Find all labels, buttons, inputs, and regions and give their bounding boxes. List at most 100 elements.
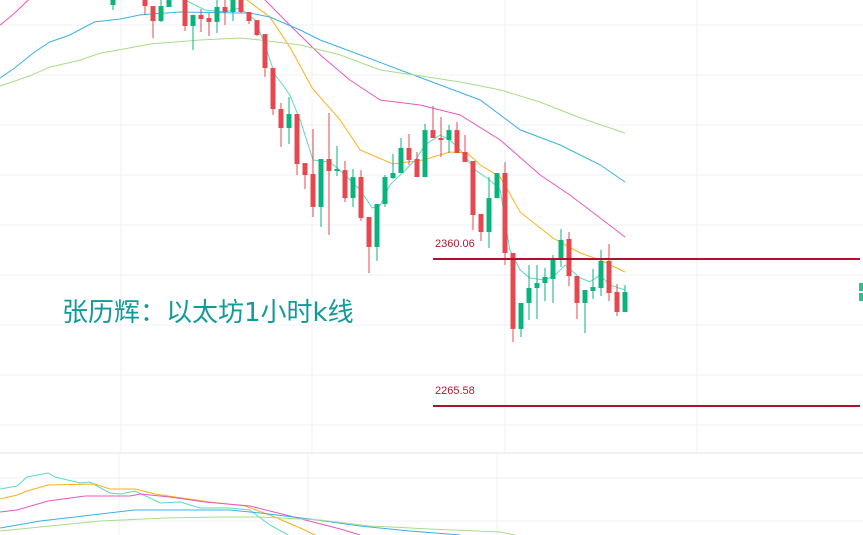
candle-up [518, 302, 524, 338]
candle-body [510, 252, 516, 329]
candle-body [558, 239, 564, 260]
candle-down [294, 114, 300, 176]
candle-down [510, 252, 516, 342]
candle-body [326, 159, 332, 171]
candle-up [398, 138, 404, 174]
candle-up [534, 264, 540, 319]
candle-down [502, 161, 508, 265]
candle-body [358, 177, 364, 218]
candle-down [238, 0, 244, 14]
candle-up [526, 264, 532, 321]
candle-body [278, 109, 284, 129]
candle-down [278, 103, 284, 148]
candle-down [478, 213, 484, 242]
candle-body [374, 203, 380, 247]
candle-body [454, 130, 460, 153]
candle-body [550, 257, 556, 279]
candle-body [422, 130, 428, 178]
indicator-panel [0, 472, 516, 535]
candle-body [478, 213, 484, 232]
candle-up [558, 229, 564, 267]
candle-down [222, 0, 228, 26]
candle-body [430, 130, 436, 139]
price-levels: 2360.06 2265.58 [433, 238, 860, 407]
candle-body [582, 290, 588, 303]
candle-body [414, 159, 420, 178]
candle-body [486, 198, 492, 232]
candle-up [598, 250, 604, 296]
candle-down [198, 9, 204, 33]
support-label: 2265.58 [435, 385, 475, 397]
candle-body [438, 138, 444, 141]
indicator-line5 [0, 516, 516, 535]
candle-down [470, 161, 476, 230]
chart-title: 张历辉：以太坊1小时k线 [62, 298, 354, 328]
candle-body [614, 292, 620, 312]
candle-body [590, 287, 596, 291]
candle-down [574, 276, 580, 319]
candle-body [446, 130, 452, 141]
ma-line-ma20 [0, 0, 626, 238]
candle-down [438, 117, 444, 157]
candle-body [246, 11, 252, 22]
candle-body [158, 6, 164, 22]
candle-down [358, 170, 364, 221]
candle-body [566, 238, 572, 277]
candle-body [526, 288, 532, 303]
candle-up [214, 0, 220, 33]
candle-down [254, 20, 260, 36]
candle-body [534, 283, 540, 289]
ma-line-ma60 [0, 37, 626, 134]
candle-up [486, 177, 492, 249]
candle-up [286, 96, 292, 145]
candle-up [542, 267, 548, 302]
candle-down [406, 133, 412, 165]
candle-body [190, 14, 196, 26]
candle-body [398, 147, 404, 174]
candle-body [230, 0, 236, 12]
indicator-line3 [0, 493, 361, 535]
candle-body [150, 6, 156, 22]
candle-down [326, 112, 332, 235]
resistance-label: 2360.06 [435, 238, 475, 250]
candle-down [462, 135, 468, 162]
candle-up [374, 203, 380, 261]
candle-up [158, 0, 164, 22]
candle-up [622, 285, 628, 312]
ma-line-ma10 [246, 0, 626, 273]
candle-body [214, 7, 220, 22]
candle-body [342, 170, 348, 199]
ma-line-ma30 [0, 11, 626, 183]
candle-body [606, 260, 612, 293]
candle-body [254, 20, 260, 36]
candle-body [350, 177, 356, 199]
candle-down [246, 11, 252, 24]
candle-body [294, 114, 300, 164]
candle-body [574, 276, 580, 303]
candle-body [302, 163, 308, 176]
candle-down [454, 121, 460, 153]
indicator-line1 [0, 472, 289, 535]
candle-up [382, 175, 388, 207]
candle-body [494, 173, 500, 199]
candle-body [502, 173, 508, 253]
candle-down [342, 161, 348, 202]
candle-body [598, 260, 604, 289]
candle-up [390, 154, 396, 179]
candle-body [166, 0, 172, 8]
candle-body [318, 159, 324, 207]
candle-up [350, 168, 356, 207]
candles [110, 0, 628, 342]
candle-body [382, 177, 388, 204]
candle-down [262, 34, 268, 78]
candle-body [222, 7, 228, 12]
candle-up [190, 14, 196, 50]
candle-up [446, 124, 452, 153]
candle-body [238, 0, 244, 12]
candle-up [334, 145, 340, 176]
candle-body [198, 14, 204, 19]
candle-body [206, 18, 212, 22]
indicator-line4 [0, 509, 461, 535]
candle-down [430, 105, 436, 139]
